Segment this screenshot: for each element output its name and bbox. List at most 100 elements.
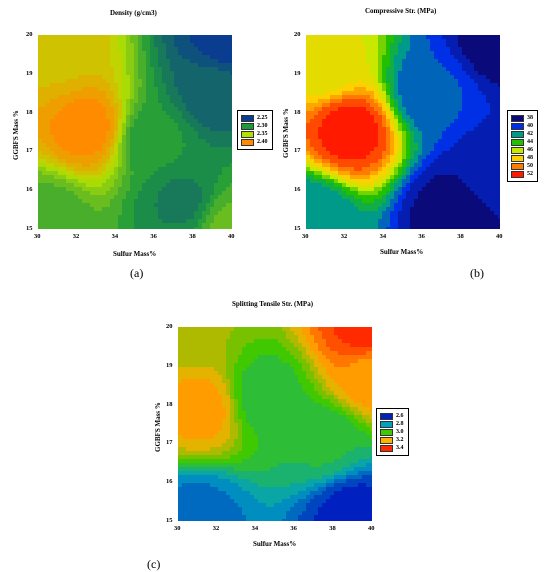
heatmap-cell [466, 191, 471, 196]
heatmap-cell [386, 75, 391, 80]
heatmap-cell [430, 163, 435, 168]
heatmap-cell [138, 159, 143, 164]
heatmap-cell [210, 227, 215, 229]
heatmap-cell [378, 175, 383, 180]
heatmap-cell [142, 107, 147, 112]
heatmap-cell [338, 171, 343, 176]
heatmap-cell [194, 195, 199, 200]
heatmap-cell [158, 71, 163, 76]
heatmap-cell [422, 123, 427, 128]
heatmap-cell [338, 111, 343, 116]
heatmap-cell [474, 139, 479, 144]
heatmap-cell [318, 43, 323, 48]
heatmap-cell [454, 103, 459, 108]
heatmap-cell [438, 183, 443, 188]
heatmap-cell [322, 107, 327, 112]
heatmap-cell [66, 107, 71, 112]
heatmap-cell [198, 203, 203, 208]
heatmap-cell [194, 335, 199, 340]
heatmap-cell [98, 127, 103, 132]
heatmap-cell [494, 107, 499, 112]
heatmap-cell [374, 223, 379, 228]
heatmap-cell [322, 91, 327, 96]
heatmap-cell [466, 87, 471, 92]
heatmap-cell [498, 59, 500, 64]
heatmap-cell [334, 135, 339, 140]
heatmap-cell [86, 75, 91, 80]
heatmap-cell [310, 43, 315, 48]
heatmap-cell [78, 111, 83, 116]
heatmap-cell [490, 155, 495, 160]
heatmap-cell [218, 67, 223, 72]
heatmap-cell [402, 183, 407, 188]
heatmap-cell [74, 107, 79, 112]
heatmap-cell [418, 143, 423, 148]
heatmap-cell [178, 139, 183, 144]
heatmap-cell [178, 223, 183, 228]
heatmap-cell [82, 51, 87, 56]
heatmap-cell [418, 75, 423, 80]
heatmap-cell [226, 183, 231, 188]
heatmap-cell [494, 223, 499, 228]
heatmap-cell [482, 207, 487, 212]
heatmap-cell [46, 119, 51, 124]
heatmap-cell [118, 91, 123, 96]
heatmap-cell [370, 203, 375, 208]
heatmap-cell [498, 83, 500, 88]
heatmap-cell [178, 159, 183, 164]
heatmap-cell [386, 63, 391, 68]
heatmap-cell [358, 83, 363, 88]
heatmap-cell [230, 223, 232, 228]
heatmap-cell [374, 47, 379, 52]
heatmap-cell [490, 115, 495, 120]
heatmap-cell [138, 83, 143, 88]
heatmap-cell [90, 139, 95, 144]
heatmap-cell [218, 43, 223, 48]
heatmap-cell [398, 63, 403, 68]
heatmap-cell [326, 71, 331, 76]
heatmap-cell [318, 67, 323, 72]
heatmap-cell [214, 167, 219, 172]
heatmap-cell [230, 51, 232, 56]
heatmap-cell [462, 131, 467, 136]
heatmap-cell [186, 35, 191, 40]
heatmap-cell [42, 131, 47, 136]
heatmap-cell [462, 199, 467, 204]
heatmap-cell [198, 87, 203, 92]
heatmap-cell [374, 59, 379, 64]
heatmap-cell [494, 139, 499, 144]
heatmap-cell [70, 175, 75, 180]
heatmap-cell [326, 191, 331, 196]
heatmap-cell [458, 147, 463, 152]
heatmap-cell [398, 103, 403, 108]
heatmap-cell [94, 219, 99, 224]
heatmap-cell [370, 71, 375, 76]
heatmap-cell [214, 191, 219, 196]
heatmap-cell [422, 119, 427, 124]
heatmap-cell [322, 127, 327, 132]
heatmap-cell [494, 183, 499, 188]
heatmap-cell [94, 95, 99, 100]
heatmap-cell [322, 43, 327, 48]
heatmap-cell [146, 51, 151, 56]
heatmap-cell [310, 155, 315, 160]
heatmap-cell [118, 131, 123, 136]
heatmap-cell [342, 331, 347, 336]
heatmap-cell [198, 151, 203, 156]
heatmap-cell [438, 67, 443, 72]
heatmap-cell [418, 183, 423, 188]
heatmap-cell [278, 331, 283, 336]
heatmap-cell [334, 79, 339, 84]
heatmap-cell [362, 119, 367, 124]
heatmap-cell [414, 207, 419, 212]
heatmap-cell [482, 223, 487, 228]
heatmap-cell [474, 47, 479, 52]
heatmap-cell [82, 63, 87, 68]
heatmap-cell [342, 163, 347, 168]
heatmap-cell [426, 223, 431, 228]
heatmap-cell [378, 191, 383, 196]
heatmap-cell [138, 59, 143, 64]
heatmap-cell [386, 163, 391, 168]
heatmap-cell [410, 203, 415, 208]
heatmap-cell [326, 195, 331, 200]
